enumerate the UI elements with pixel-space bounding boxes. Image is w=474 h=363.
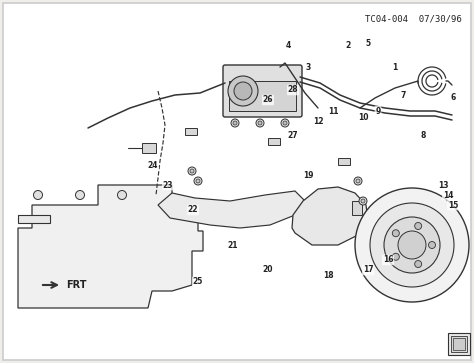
Text: 22: 22 — [188, 205, 198, 215]
Text: 4: 4 — [285, 41, 291, 49]
Text: 28: 28 — [288, 86, 298, 94]
Text: 13: 13 — [438, 180, 448, 189]
Circle shape — [354, 177, 362, 185]
Circle shape — [392, 230, 399, 237]
Text: 2: 2 — [346, 41, 351, 49]
Bar — [448, 333, 470, 355]
Polygon shape — [18, 185, 203, 308]
Circle shape — [359, 197, 367, 205]
Circle shape — [118, 191, 127, 200]
Circle shape — [415, 261, 422, 268]
Text: 25: 25 — [193, 277, 203, 286]
Circle shape — [190, 169, 194, 173]
Bar — [352, 201, 362, 215]
Circle shape — [428, 241, 436, 249]
Circle shape — [283, 121, 287, 125]
Circle shape — [196, 179, 200, 183]
Circle shape — [256, 119, 264, 127]
Bar — [453, 338, 465, 350]
Text: 16: 16 — [383, 256, 393, 265]
Text: 9: 9 — [375, 106, 381, 115]
Text: 20: 20 — [263, 265, 273, 274]
Text: 18: 18 — [323, 270, 333, 280]
Text: TC04-004  07/30/96: TC04-004 07/30/96 — [365, 15, 462, 24]
Bar — [142, 143, 156, 153]
Text: 19: 19 — [303, 171, 313, 179]
Circle shape — [356, 179, 360, 183]
Text: 15: 15 — [448, 200, 458, 209]
Circle shape — [231, 119, 239, 127]
Circle shape — [75, 191, 84, 200]
Text: 26: 26 — [263, 95, 273, 105]
Text: 27: 27 — [288, 131, 298, 139]
Circle shape — [281, 119, 289, 127]
Polygon shape — [158, 191, 305, 228]
FancyBboxPatch shape — [223, 65, 302, 117]
Bar — [268, 138, 280, 145]
Text: 14: 14 — [443, 191, 453, 200]
Text: FRT: FRT — [66, 280, 86, 290]
Text: 17: 17 — [363, 265, 374, 274]
Text: 10: 10 — [358, 114, 368, 122]
Text: 7: 7 — [401, 90, 406, 99]
Circle shape — [228, 76, 258, 106]
Text: 8: 8 — [420, 131, 426, 139]
Text: 21: 21 — [228, 241, 238, 249]
Text: 5: 5 — [365, 38, 371, 48]
Circle shape — [34, 191, 43, 200]
Text: 3: 3 — [305, 64, 310, 73]
Text: 12: 12 — [313, 117, 323, 126]
Text: 1: 1 — [392, 64, 398, 73]
Circle shape — [361, 199, 365, 203]
Polygon shape — [292, 187, 368, 245]
Circle shape — [415, 223, 422, 229]
Circle shape — [370, 203, 454, 287]
Bar — [451, 336, 467, 352]
Bar — [229, 81, 296, 111]
Polygon shape — [18, 215, 50, 223]
Circle shape — [188, 167, 196, 175]
Text: 11: 11 — [328, 106, 338, 115]
Text: 24: 24 — [148, 160, 158, 170]
Bar — [338, 158, 350, 165]
Circle shape — [398, 231, 426, 259]
Circle shape — [392, 253, 399, 260]
Circle shape — [234, 82, 252, 100]
Circle shape — [194, 177, 202, 185]
Circle shape — [355, 188, 469, 302]
Circle shape — [384, 217, 440, 273]
Circle shape — [233, 121, 237, 125]
Text: 23: 23 — [163, 180, 173, 189]
Bar — [185, 128, 197, 135]
Text: 6: 6 — [450, 94, 456, 102]
Circle shape — [258, 121, 262, 125]
